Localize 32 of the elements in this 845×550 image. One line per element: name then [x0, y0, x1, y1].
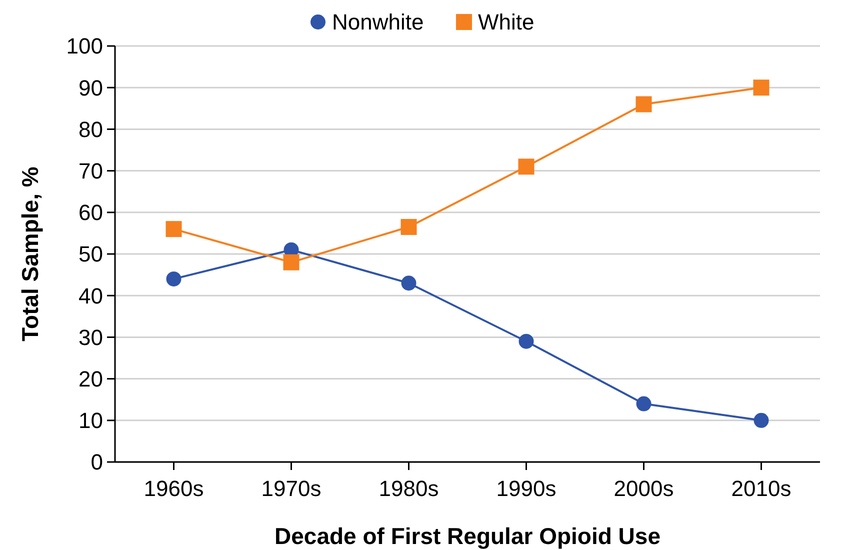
y-tick-label: 10	[78, 408, 103, 434]
x-tick-label: 1960s	[144, 476, 204, 501]
y-tick-label: 70	[78, 158, 103, 184]
x-tick-label: 2010s	[731, 476, 792, 501]
y-tick-label: 40	[78, 283, 103, 308]
x-tick-label: 1980s	[378, 476, 439, 501]
y-tick-label: 100	[66, 34, 103, 59]
point	[753, 80, 770, 96]
y-tick-label: 20	[78, 366, 103, 392]
point	[166, 221, 182, 238]
point	[401, 276, 416, 291]
y-tick-label: 50	[78, 242, 103, 267]
x-axis-title: Decade of First Regular Opioid Use	[274, 523, 660, 549]
legend-label: White	[478, 10, 534, 35]
y-tick-label: 90	[78, 75, 103, 100]
point	[754, 412, 769, 428]
y-tick-label: 30	[78, 324, 103, 350]
point	[166, 271, 182, 286]
y-tick-label: 0	[90, 450, 103, 475]
y-tick-label: 80	[78, 116, 103, 142]
point	[518, 334, 534, 349]
y-tick-label: 60	[78, 200, 103, 226]
y-axis-title: Total Sample, %	[17, 166, 43, 342]
x-tick-label: 2000s	[614, 476, 674, 501]
x-tick-label: 1970s	[261, 476, 322, 501]
point	[518, 158, 534, 175]
x-tick-label: 1990s	[496, 476, 556, 501]
point	[283, 254, 300, 270]
point	[636, 96, 652, 112]
point	[636, 396, 652, 412]
point	[400, 218, 417, 235]
legend-label: Nonwhite	[332, 10, 424, 35]
